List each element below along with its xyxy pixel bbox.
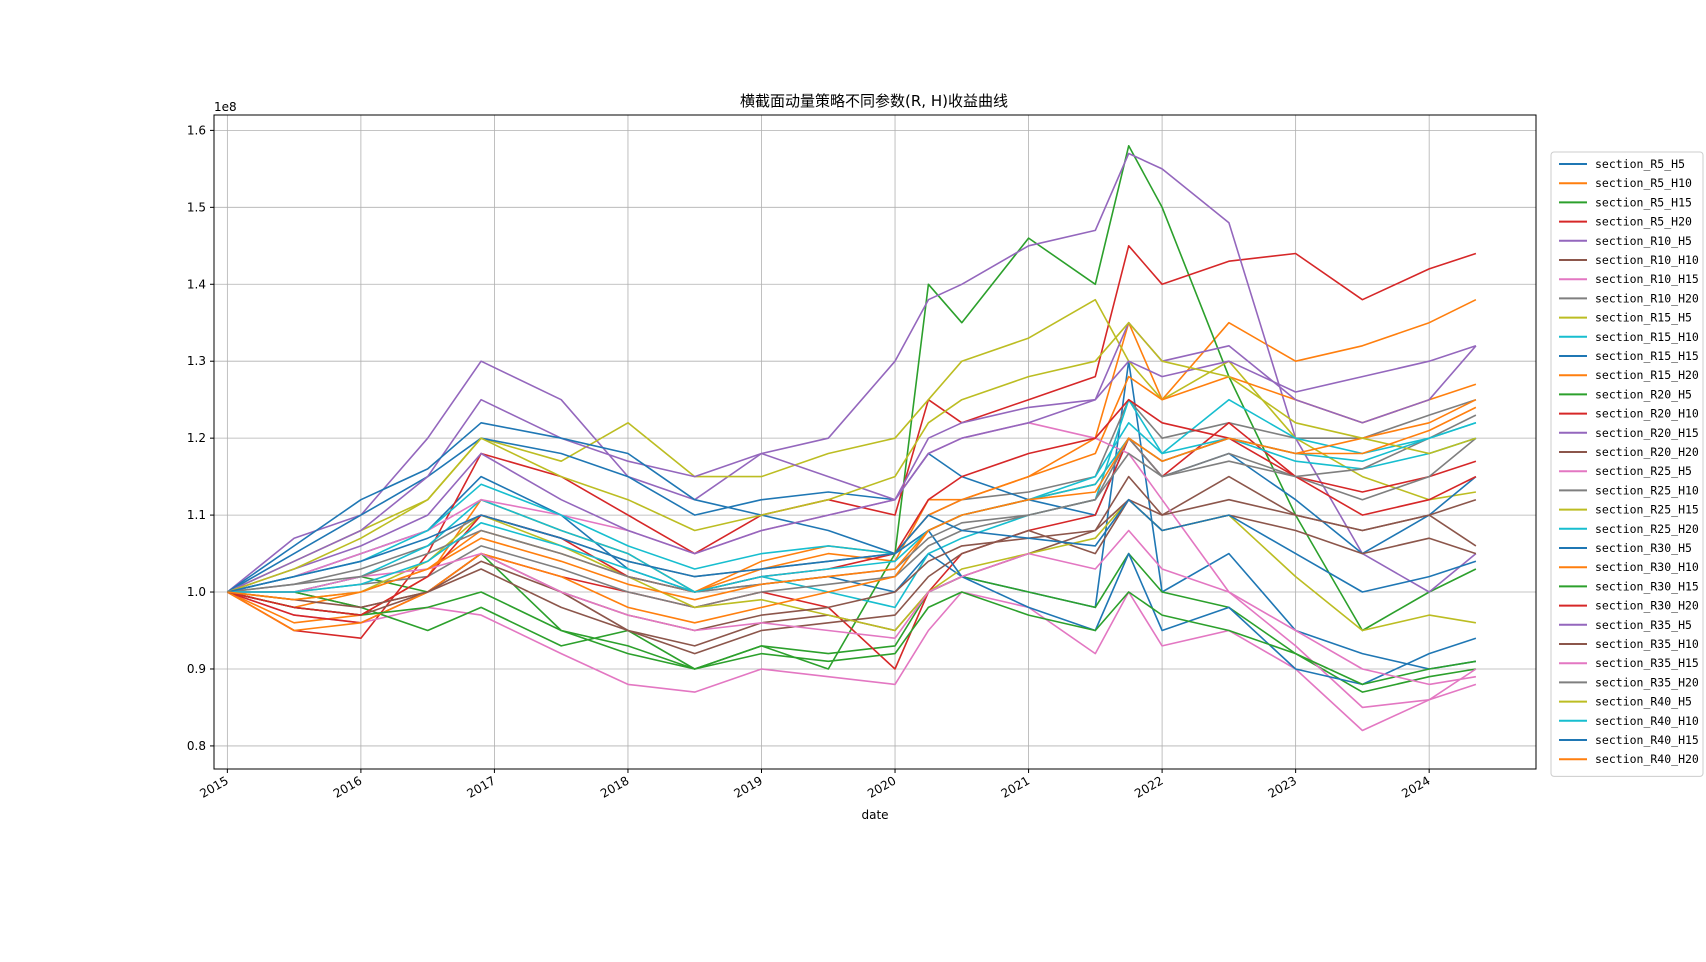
legend-entry-label: section_R25_H10 [1595, 483, 1699, 497]
legend-entry-label: section_R30_H10 [1595, 560, 1699, 574]
y-tick-label: 1.1 [187, 508, 206, 522]
series-line-section-r30-h20 [227, 398, 1477, 616]
series-line-section-r20-h15 [227, 321, 1477, 593]
legend-entry-label: section_R30_H15 [1595, 579, 1699, 593]
legend-entry-label: section_R40_H5 [1595, 695, 1692, 709]
series-line-section-r35-h5 [227, 345, 1477, 593]
plot-area-frame [213, 114, 1537, 770]
legend-entry-label: section_R5_H10 [1595, 176, 1692, 190]
legend-entry-label: section_R35_H5 [1595, 618, 1692, 632]
y-tick-label: 0.8 [187, 739, 206, 753]
legend-entry-label: section_R15_H10 [1595, 330, 1699, 344]
legend-entry-label: section_R15_H5 [1595, 311, 1692, 325]
data-series [226, 145, 1477, 732]
series-line-section-r5-h20 [227, 245, 1477, 640]
legend-entry-label: section_R35_H10 [1595, 637, 1699, 651]
series-line-section-r10-h5 [226, 152, 1477, 593]
legend-entry-label: section_R30_H20 [1595, 599, 1699, 613]
series-line-section-r20-h5 [227, 552, 1477, 693]
legend-entry-label: section_R40_H20 [1595, 752, 1699, 766]
y-tick-label: 1.2 [187, 431, 206, 445]
series-line-section-r25-h15 [227, 498, 1477, 632]
legend-entry-label: section_R25_H20 [1595, 522, 1699, 536]
y-tick-label: 1.4 [187, 277, 206, 291]
legend-entry-label: section_R20_H20 [1595, 445, 1699, 459]
grid-lines [214, 115, 1536, 769]
series-line-section-r35-h10 [227, 498, 1477, 632]
legend-entry-label: section_R5_H20 [1595, 215, 1692, 229]
legend-entry-label: section_R10_H5 [1595, 234, 1692, 248]
legend: section_R5_H5 section_R5_H10 section_R5_H1… [1550, 151, 1704, 777]
y-tick-label: 0.9 [187, 662, 206, 676]
x-axis-label: date [861, 808, 888, 822]
y-tick-label: 1.3 [187, 354, 206, 368]
legend-entry-label: section_R40_H10 [1595, 714, 1699, 728]
legend-entry-label: section_R20_H10 [1595, 407, 1699, 421]
legend-entry-label: section_R25_H15 [1595, 503, 1699, 517]
legend-entry-label: section_R10_H10 [1595, 253, 1699, 267]
legend-entry-label: section_R10_H15 [1595, 272, 1699, 286]
series-line-section-r20-h20 [227, 498, 1477, 655]
legend-entry-label: section_R20_H15 [1595, 426, 1699, 440]
series-line-section-r40-h5 [227, 321, 1477, 593]
legend-box [1550, 151, 1704, 777]
y-tick-label: 1.0 [187, 585, 206, 599]
legend-entry-label: section_R10_H20 [1595, 291, 1699, 305]
legend-entry-label: section_R30_H5 [1595, 541, 1692, 555]
series-line-section-r40-h20 [227, 406, 1477, 601]
series-line-section-r30-h5 [226, 421, 1477, 686]
y-tick-label: 1.6 [187, 123, 206, 137]
series-line-section-r30-h15 [227, 591, 1477, 686]
y-axis-offset-label: 1e8 [214, 100, 237, 114]
legend-entry-label: section_R20_H5 [1595, 387, 1692, 401]
y-tick-label: 1.5 [187, 200, 206, 214]
series-line-section-r15-h10 [227, 398, 1477, 609]
legend-entry-label: section_R40_H15 [1595, 733, 1699, 747]
legend-entry-label: section_R25_H5 [1595, 464, 1692, 478]
legend-entry-label: section_R5_H5 [1595, 157, 1685, 171]
series-line-section-r40-h15 [227, 498, 1477, 593]
series-line-section-r10-h15 [227, 591, 1477, 732]
chart-title: 横截面动量策略不同参数(R, H)收益曲线 [740, 92, 1008, 110]
legend-entry-label: section_R35_H20 [1595, 675, 1699, 689]
legend-entry-label: section_R35_H15 [1595, 656, 1699, 670]
legend-entry-label: section_R15_H20 [1595, 368, 1699, 382]
series-line-section-r35-h15 [227, 529, 1477, 686]
legend-entry-label: section_R15_H15 [1595, 349, 1699, 363]
legend-entry-label: section_R5_H15 [1595, 195, 1692, 209]
